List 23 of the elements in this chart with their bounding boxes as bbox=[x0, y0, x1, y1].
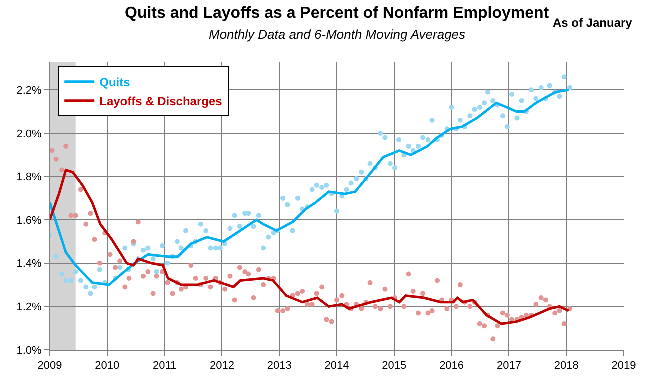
x-tick-label: 2019 bbox=[612, 360, 636, 372]
y-tick-label: 1.2% bbox=[16, 302, 42, 314]
x-tick-label: 2014 bbox=[324, 360, 350, 372]
y-tick-label: 2.0% bbox=[16, 128, 42, 140]
x-tick-label: 2013 bbox=[267, 360, 292, 372]
x-tick-label: 2015 bbox=[382, 360, 407, 372]
text: As of January bbox=[553, 16, 633, 30]
chart-subtitle: Monthly Data and 6-Month Moving Averages bbox=[209, 27, 466, 42]
chart-title: Quits and Layoffs as a Percent of Nonfarm Employment bbox=[125, 5, 550, 22]
legend-label: Quits bbox=[100, 76, 131, 90]
y-tick-label: 1.4% bbox=[16, 258, 42, 270]
y-tick-label: 1.0% bbox=[16, 344, 42, 357]
y-tick-label: 1.8% bbox=[16, 172, 42, 184]
legend-label: Layoffs & Discharges bbox=[100, 94, 223, 108]
x-tick-label: 2011 bbox=[152, 360, 177, 372]
y-tick-label: 1.6% bbox=[16, 214, 42, 227]
x-tick-label: 2012 bbox=[210, 360, 234, 372]
x-tick-label: 2018 bbox=[554, 360, 579, 372]
x-tick-label: 2009 bbox=[38, 360, 62, 372]
x-tick-label: 2016 bbox=[440, 360, 464, 372]
y-tick-label: 2.2% bbox=[16, 85, 42, 97]
x-tick-label: 2017 bbox=[496, 360, 522, 372]
x-tick-label: 2010 bbox=[95, 360, 120, 372]
